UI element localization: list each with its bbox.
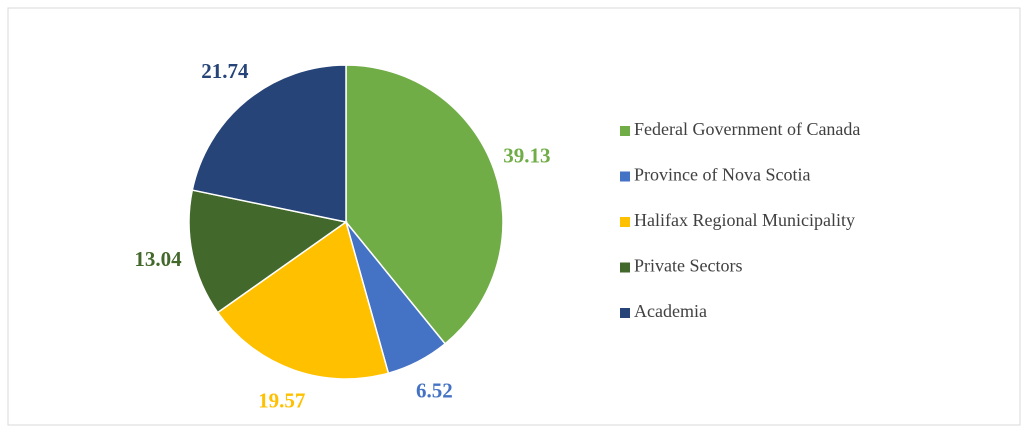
data-label: 13.04 xyxy=(134,247,182,271)
legend-swatch xyxy=(620,217,630,227)
legend-label: Province of Nova Scotia xyxy=(634,165,810,185)
legend-swatch xyxy=(620,308,630,318)
legend-swatch xyxy=(620,126,630,136)
legend-label: Halifax Regional Municipality xyxy=(634,210,855,230)
pie-slice xyxy=(216,220,390,380)
chart-frame xyxy=(7,7,1021,426)
data-label: 21.74 xyxy=(201,59,249,83)
legend-label: Federal Government of Canada xyxy=(634,119,860,139)
legend-swatch xyxy=(620,262,630,273)
data-label: 39.13 xyxy=(503,144,550,168)
pie-slice xyxy=(188,189,348,314)
pie-slice xyxy=(191,64,347,223)
pie-slice xyxy=(345,64,504,345)
legend-label: Academia xyxy=(634,301,707,321)
legend-swatch xyxy=(620,171,630,182)
legend-label: Private Sectors xyxy=(634,256,742,276)
data-label: 6.52 xyxy=(416,378,453,402)
data-label: 19.57 xyxy=(258,389,305,413)
